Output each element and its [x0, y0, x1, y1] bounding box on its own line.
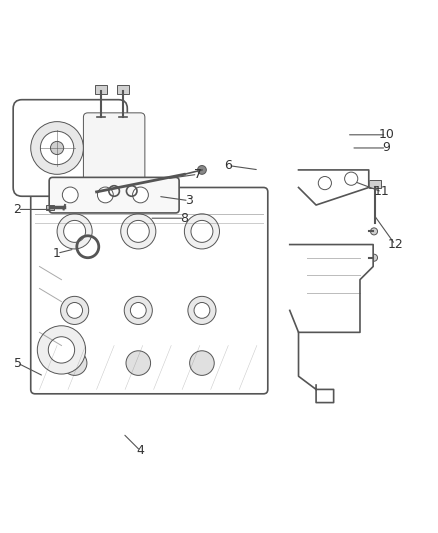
Circle shape	[318, 176, 331, 190]
Text: 5: 5	[14, 357, 21, 369]
FancyBboxPatch shape	[31, 188, 267, 394]
FancyBboxPatch shape	[95, 85, 107, 94]
Text: 9: 9	[381, 141, 389, 155]
Circle shape	[187, 296, 215, 325]
FancyBboxPatch shape	[117, 85, 129, 94]
Circle shape	[344, 172, 357, 185]
Circle shape	[132, 187, 148, 203]
Polygon shape	[298, 170, 368, 205]
Text: 3: 3	[184, 194, 192, 207]
FancyBboxPatch shape	[49, 177, 179, 213]
Circle shape	[130, 303, 146, 318]
Text: 7: 7	[193, 168, 201, 181]
Circle shape	[97, 187, 113, 203]
Circle shape	[124, 296, 152, 325]
Circle shape	[67, 303, 82, 318]
Circle shape	[370, 228, 377, 235]
Circle shape	[48, 337, 74, 363]
FancyBboxPatch shape	[46, 205, 54, 210]
Text: 2: 2	[14, 203, 21, 216]
Circle shape	[120, 214, 155, 249]
Circle shape	[31, 122, 83, 174]
Text: 1: 1	[53, 247, 61, 260]
Circle shape	[191, 221, 212, 243]
FancyBboxPatch shape	[83, 113, 145, 183]
Circle shape	[197, 166, 206, 174]
Circle shape	[127, 221, 149, 243]
Circle shape	[126, 351, 150, 375]
Text: 4: 4	[136, 445, 144, 457]
Circle shape	[37, 326, 85, 374]
Polygon shape	[289, 245, 372, 333]
Circle shape	[194, 303, 209, 318]
Text: 11: 11	[373, 185, 389, 198]
Circle shape	[370, 254, 377, 261]
FancyBboxPatch shape	[368, 180, 381, 188]
Text: 10: 10	[378, 128, 393, 141]
Circle shape	[64, 221, 85, 243]
Circle shape	[57, 214, 92, 249]
Circle shape	[184, 214, 219, 249]
Circle shape	[60, 296, 88, 325]
Text: 6: 6	[224, 159, 232, 172]
Circle shape	[62, 351, 87, 375]
Circle shape	[50, 141, 64, 155]
Text: 8: 8	[180, 212, 188, 225]
Text: 12: 12	[386, 238, 402, 251]
Circle shape	[189, 351, 214, 375]
FancyBboxPatch shape	[13, 100, 127, 196]
Circle shape	[40, 131, 74, 165]
Circle shape	[62, 187, 78, 203]
